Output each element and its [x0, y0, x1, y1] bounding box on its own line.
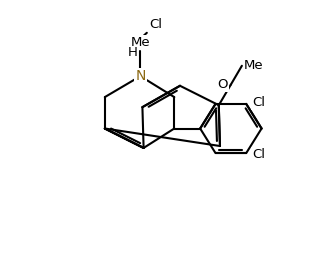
Text: Cl: Cl — [252, 148, 265, 161]
Text: O: O — [218, 78, 228, 91]
Text: Me: Me — [244, 59, 263, 72]
Text: Cl: Cl — [149, 18, 162, 31]
Text: H: H — [127, 46, 137, 59]
Text: N: N — [135, 69, 146, 83]
Text: Me: Me — [130, 36, 150, 49]
Text: Cl: Cl — [252, 96, 265, 109]
